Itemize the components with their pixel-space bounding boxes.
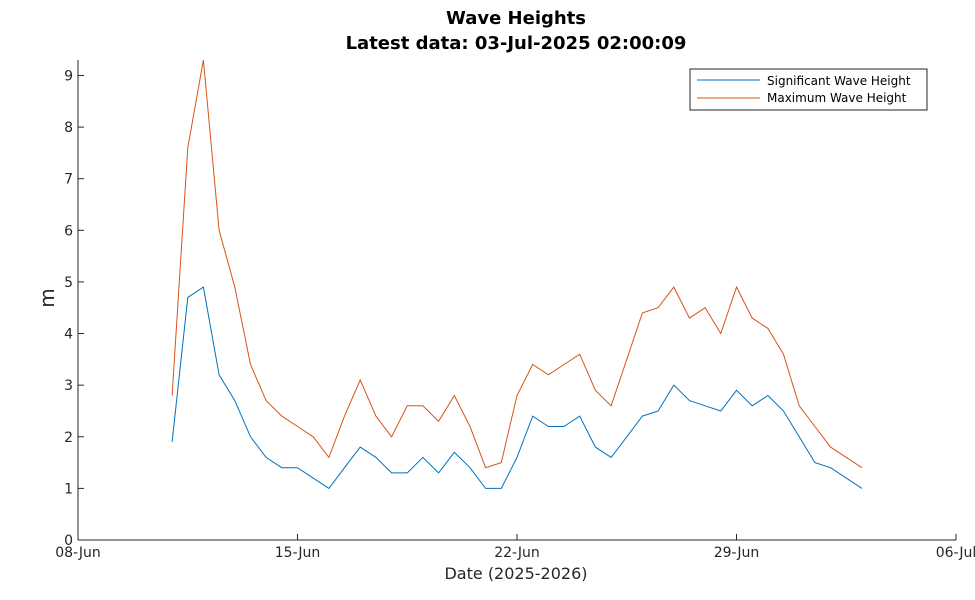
x-tick-label: 06-Jul: [936, 545, 975, 561]
legend-label-maximum: Maximum Wave Height: [767, 91, 907, 105]
legend-label-significant: Significant Wave Height: [767, 74, 911, 88]
y-tick-label: 4: [64, 327, 73, 343]
y-tick-label: 7: [64, 172, 73, 188]
y-tick-label: 6: [64, 223, 73, 239]
y-tick-label: 0: [64, 533, 73, 549]
x-tick-label: 08-Jun: [55, 545, 101, 561]
y-tick-label: 8: [64, 120, 73, 136]
y-tick-label: 2: [64, 430, 73, 446]
series-lines: [171, 59, 863, 490]
x-tick-label: 15-Jun: [275, 545, 321, 561]
y-tick-label: 1: [64, 481, 73, 497]
y-tick-label: 5: [64, 275, 73, 291]
x-tick-label: 29-Jun: [714, 545, 760, 561]
ticks: 08-Jun 15-Jun 22-Jun 29-Jun 06-Jul 0 1 2 3 4 5 6 7 8 9: [55, 68, 975, 561]
chart-title: Wave Heights: [446, 8, 586, 29]
chart-subtitle: Latest data: 03-Jul-2025 02:00:09: [346, 33, 687, 54]
x-axis-label: Date (2025-2026): [444, 564, 587, 583]
legend: Significant Wave Height Maximum Wave Hei…: [689, 68, 928, 111]
x-tick-label: 22-Jun: [494, 545, 540, 561]
y-axis-label: m: [35, 288, 59, 307]
y-tick-label: 3: [64, 378, 73, 394]
series-line-significant: [171, 286, 863, 490]
y-tick-label: 9: [64, 68, 73, 84]
legend-box: [689, 68, 928, 111]
series-line-maximum: [171, 59, 863, 469]
